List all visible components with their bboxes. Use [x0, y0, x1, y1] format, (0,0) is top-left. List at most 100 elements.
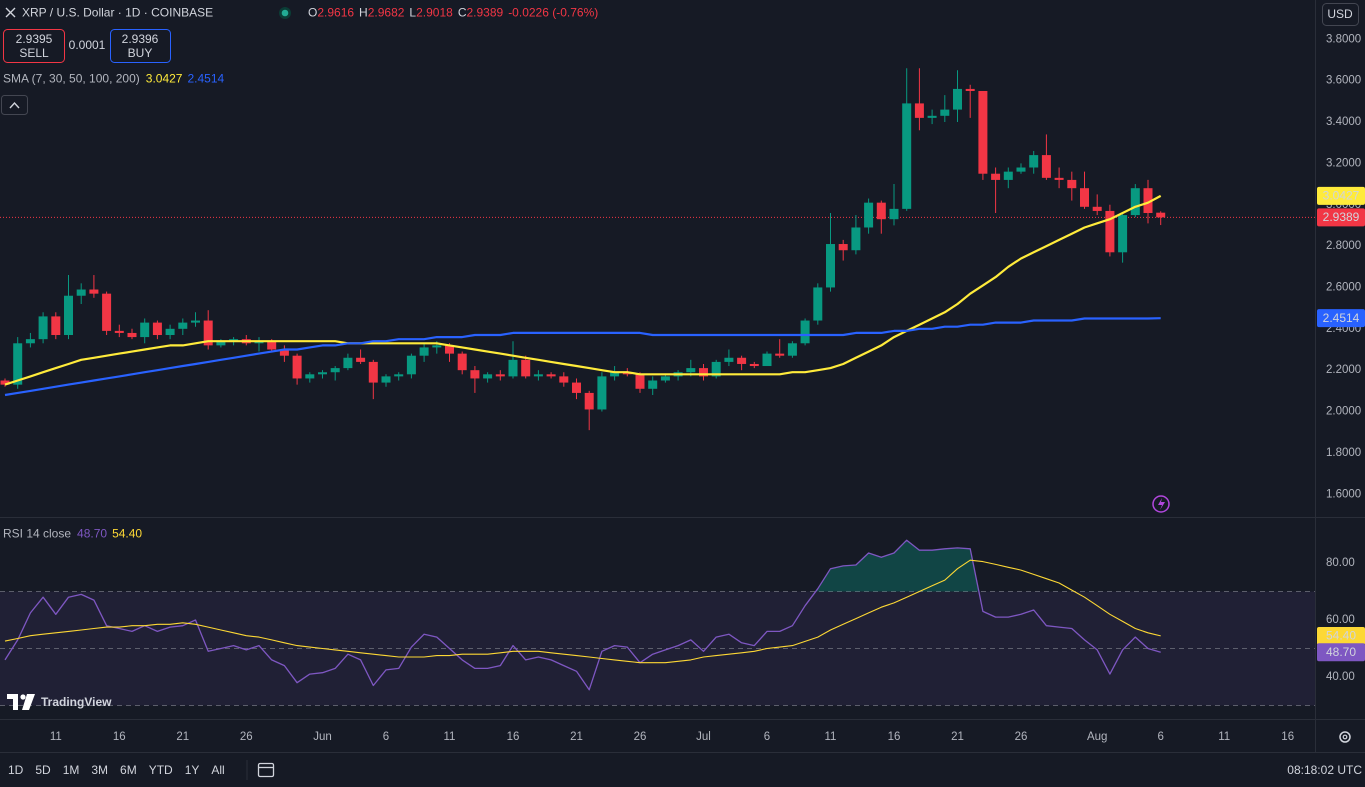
candle-body: [584, 392, 594, 410]
x-tick-label: 11: [825, 731, 837, 743]
candle-body: [216, 341, 226, 346]
price-tag-bg: [1317, 186, 1365, 205]
indicator-legend[interactable]: SMA (7, 30, 50, 100, 200) 3.0427 2.4514: [3, 72, 224, 86]
buy-button[interactable]: [110, 29, 171, 63]
candle-body: [470, 370, 480, 379]
timeframe-button[interactable]: All: [211, 763, 224, 777]
candle-body: [787, 343, 797, 356]
timeframe-button[interactable]: 5D: [35, 763, 51, 777]
candle-body: [953, 88, 962, 110]
candle-body: [686, 368, 696, 373]
close-icon[interactable]: [5, 7, 16, 18]
candle-body: [1080, 188, 1089, 207]
rsi-value: 48.70: [77, 527, 107, 541]
date-range-icon[interactable]: [257, 762, 275, 778]
price-tag: 3.0427: [1323, 189, 1360, 203]
candle-body: [902, 103, 912, 209]
x-tick-label: 6: [383, 731, 389, 743]
sell-label: SELL: [19, 46, 49, 60]
collapse-legend-button[interactable]: [1, 95, 28, 115]
timeframe-button[interactable]: 1Y: [185, 763, 200, 777]
candle-body: [292, 355, 302, 379]
rsi-ma-value: 54.40: [112, 527, 142, 541]
settings-icon[interactable]: [1339, 731, 1351, 743]
candle-body: [660, 376, 670, 381]
timeframe-button[interactable]: 1M: [63, 763, 80, 777]
sell-price: 2.9395: [16, 32, 53, 46]
logo-mark: [7, 694, 18, 710]
candle-body: [381, 376, 391, 383]
candle-body: [457, 353, 467, 371]
market-status-dot[interactable]: [281, 9, 289, 17]
timeframe-button[interactable]: YTD: [149, 763, 173, 777]
currency-button[interactable]: [1322, 3, 1359, 26]
candle-body: [572, 382, 581, 393]
x-tick-label: 21: [951, 731, 964, 743]
price-tag-bg: [1317, 309, 1365, 328]
indicator-value: 3.0427: [146, 72, 183, 86]
x-tick-label: 6: [764, 731, 770, 743]
candle-body: [749, 363, 759, 367]
ohlc-readout: O2.9616 H2.9682 L2.9018 C2.9389 -0.0226 (-0.…: [308, 6, 598, 20]
symbol-title[interactable]: XRP / U.S. Dollar · 1D · COINBASE: [22, 6, 213, 20]
header: XRP / U.S. Dollar · 1D · COINBASE O2.961…: [1, 3, 1359, 513]
candle-body: [800, 320, 810, 344]
x-tick-label: 11: [50, 731, 62, 743]
candle-body: [406, 355, 416, 375]
y-tick-label: 3.8000: [1326, 33, 1361, 45]
candle-body: [76, 289, 86, 296]
x-tick-label: 16: [507, 731, 520, 743]
candle-body: [711, 361, 721, 377]
rsi-legend[interactable]: RSI 14 close 48.70 54.40: [3, 527, 142, 541]
candle-body: [648, 380, 658, 389]
x-tick-label: Jun: [313, 731, 332, 743]
candle-body: [419, 347, 429, 356]
candle-body: [635, 374, 645, 389]
logo-mark-dot: [20, 694, 26, 700]
candle-body: [1041, 155, 1051, 178]
candle-body: [521, 359, 531, 377]
indicator-value: 2.4514: [187, 72, 224, 86]
sell-button[interactable]: [3, 29, 65, 63]
candle-body: [914, 103, 924, 118]
moving-average-line: [4, 317, 1161, 397]
candle-body: [1118, 215, 1128, 253]
spread: 0.0001: [69, 38, 106, 52]
candle-body: [102, 293, 112, 331]
candle-body: [699, 368, 708, 377]
ohlc-value: 2.9616: [317, 6, 354, 20]
x-tick-label: 21: [176, 731, 189, 743]
clock[interactable]: 08:18:02 UTC: [1287, 763, 1362, 777]
timeframe-button[interactable]: 6M: [120, 763, 137, 777]
x-tick-label: 11: [1218, 731, 1230, 743]
y-tick-label: 2.2000: [1326, 364, 1361, 376]
candle-body: [394, 374, 404, 377]
candle-body: [1016, 167, 1026, 172]
ohlc-letter: O: [308, 6, 317, 20]
x-tick-label: 21: [570, 731, 583, 743]
timeframe-toolbar: 1D 5D 1M 3M 6M YTD 1Y All: [8, 763, 225, 777]
ohlc-letter: H: [359, 6, 368, 20]
candle-body: [927, 115, 937, 118]
ohlc-value: 2.9389: [466, 6, 503, 20]
x-tick-label: 16: [1281, 731, 1294, 743]
ohlc-value: 2.9682: [368, 6, 405, 20]
candle-body: [610, 372, 620, 377]
x-tick-label: 16: [113, 731, 126, 743]
timeframe-button[interactable]: 1D: [8, 763, 24, 777]
candle-body: [1029, 155, 1039, 168]
candle-body: [826, 244, 835, 288]
y-tick-label: 1.8000: [1326, 447, 1361, 459]
rsi-tag: 48.70: [1326, 645, 1356, 659]
logo-mark-slash: [22, 694, 35, 710]
candle-body: [737, 357, 747, 364]
alert-icon[interactable]: [1152, 495, 1170, 513]
candle-body: [1143, 188, 1153, 214]
y-tick-label: 2.0000: [1326, 406, 1361, 418]
timeframe-button[interactable]: 3M: [91, 763, 108, 777]
x-tick-label: 26: [634, 731, 647, 743]
candle-body: [851, 227, 861, 251]
x-tick-label: 6: [1157, 731, 1163, 743]
indicator-name: SMA (7, 30, 50, 100, 200): [3, 72, 140, 86]
